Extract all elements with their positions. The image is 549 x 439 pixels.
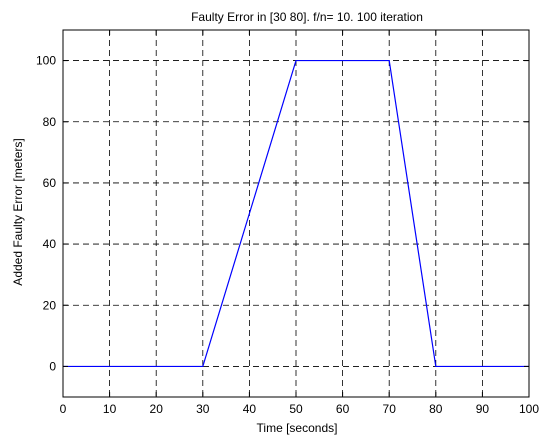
- axis-ticks: [62, 30, 530, 397]
- x-tick-label: 50: [289, 402, 303, 416]
- y-tick-label: 100: [36, 54, 56, 68]
- x-tick-label: 80: [429, 402, 443, 416]
- y-tick-label: 0: [49, 359, 56, 373]
- x-axis-label: Time [seconds]: [257, 421, 338, 435]
- y-tick-label: 80: [43, 115, 57, 129]
- x-tick-labels: 0 10 20 30 40 50 60 70 80 90 100: [60, 402, 540, 416]
- series-line-faulty-error: [63, 59, 529, 368]
- y-axis-label: Added Faulty Error [meters]: [11, 138, 25, 285]
- y-tick-label: 60: [43, 176, 57, 190]
- x-tick-label: 70: [383, 402, 397, 416]
- x-tick-label: 40: [243, 402, 257, 416]
- y-tick-label: 20: [43, 298, 57, 312]
- x-tick-label: 20: [150, 402, 164, 416]
- x-tick-label: 60: [336, 402, 350, 416]
- x-tick-label: 30: [196, 402, 210, 416]
- x-tick-label: 100: [519, 402, 539, 416]
- y-tick-label: 40: [43, 237, 57, 251]
- y-tick-labels: 0 20 40 60 80 100: [36, 54, 56, 374]
- x-tick-label: 90: [476, 402, 490, 416]
- x-tick-label: 0: [60, 402, 67, 416]
- x-tick-label: 10: [103, 402, 117, 416]
- chart-title: Faulty Error in [30 80]. f/n= 10. 100 it…: [191, 10, 423, 24]
